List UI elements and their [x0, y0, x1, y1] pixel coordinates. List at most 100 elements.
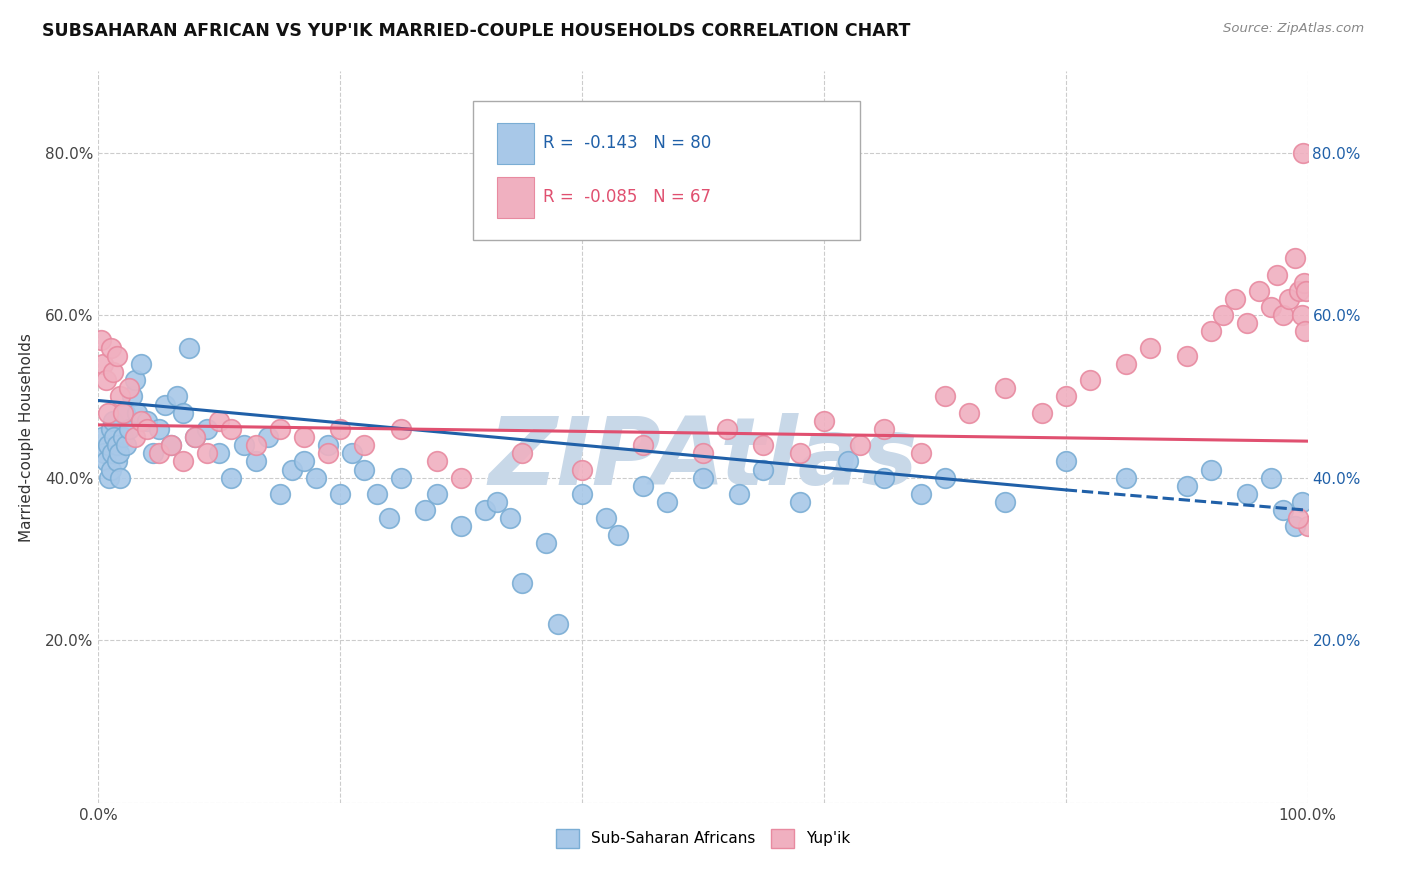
FancyBboxPatch shape — [474, 101, 860, 240]
Point — [269, 422, 291, 436]
Point — [1272, 503, 1295, 517]
Point — [789, 495, 811, 509]
Point — [172, 454, 194, 468]
Point — [1284, 519, 1306, 533]
Point — [148, 446, 170, 460]
Point — [142, 446, 165, 460]
Point — [1139, 341, 1161, 355]
Point — [98, 471, 121, 485]
FancyBboxPatch shape — [498, 123, 534, 163]
Point — [910, 487, 932, 501]
Point — [353, 438, 375, 452]
Point — [1294, 325, 1316, 339]
Point — [655, 495, 678, 509]
Point — [571, 487, 593, 501]
Text: R =  -0.143   N = 80: R = -0.143 N = 80 — [543, 134, 711, 152]
Point — [195, 422, 218, 436]
Point — [160, 438, 183, 452]
Point — [105, 454, 128, 468]
Point — [179, 341, 201, 355]
Point — [105, 438, 128, 452]
Point — [221, 422, 243, 436]
Point — [91, 357, 114, 371]
Point — [101, 365, 124, 379]
Point — [93, 446, 115, 460]
Point — [160, 438, 183, 452]
Point — [124, 430, 146, 444]
Point — [547, 617, 569, 632]
Point — [329, 422, 352, 436]
Point — [108, 446, 131, 460]
Point — [837, 454, 859, 468]
Point — [111, 406, 134, 420]
Point — [115, 438, 138, 452]
Point — [103, 430, 125, 444]
Point — [389, 471, 412, 485]
Point — [510, 576, 533, 591]
Point — [114, 406, 136, 420]
Point — [389, 422, 412, 436]
Point — [208, 414, 231, 428]
Point — [366, 487, 388, 501]
Point — [342, 446, 364, 460]
Point — [127, 406, 149, 420]
Point — [1291, 495, 1313, 509]
Point — [873, 471, 896, 485]
Point — [256, 430, 278, 444]
Point — [1212, 308, 1234, 322]
Point — [1260, 300, 1282, 314]
Point — [1267, 268, 1289, 282]
Point — [118, 422, 141, 436]
Point — [292, 454, 315, 468]
Point — [121, 389, 143, 403]
Point — [1175, 479, 1198, 493]
Point — [90, 333, 112, 347]
Point — [849, 438, 872, 452]
Point — [124, 373, 146, 387]
Point — [208, 446, 231, 460]
Point — [631, 479, 654, 493]
Point — [184, 430, 207, 444]
Point — [100, 341, 122, 355]
Point — [281, 462, 304, 476]
Point — [450, 519, 472, 533]
Point — [1078, 373, 1101, 387]
Point — [474, 503, 496, 517]
Point — [1292, 276, 1315, 290]
Point — [91, 430, 114, 444]
Point — [1223, 292, 1246, 306]
Point — [305, 471, 328, 485]
Point — [450, 471, 472, 485]
Point — [1115, 357, 1137, 371]
Point — [994, 495, 1017, 509]
Point — [195, 446, 218, 460]
Point — [1249, 284, 1271, 298]
Point — [135, 422, 157, 436]
Point — [94, 373, 117, 387]
Point — [934, 471, 956, 485]
Point — [101, 414, 124, 428]
Point — [129, 357, 152, 371]
Point — [184, 430, 207, 444]
Point — [108, 389, 131, 403]
Point — [148, 422, 170, 436]
Point — [1236, 487, 1258, 501]
FancyBboxPatch shape — [498, 178, 534, 218]
Point — [118, 381, 141, 395]
Point — [221, 471, 243, 485]
Point — [353, 462, 375, 476]
Point — [692, 446, 714, 460]
Point — [510, 446, 533, 460]
Point — [607, 527, 630, 541]
Point — [910, 446, 932, 460]
Point — [957, 406, 980, 420]
Point — [934, 389, 956, 403]
Point — [426, 454, 449, 468]
Point — [1278, 292, 1301, 306]
Point — [1236, 316, 1258, 330]
Point — [100, 446, 122, 460]
Point — [1292, 145, 1315, 160]
Text: ZIPAtlas: ZIPAtlas — [488, 413, 918, 505]
Point — [94, 454, 117, 468]
Point — [108, 471, 131, 485]
